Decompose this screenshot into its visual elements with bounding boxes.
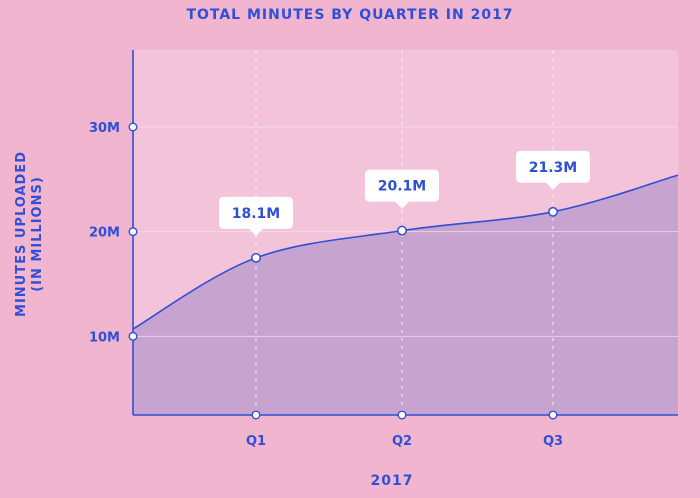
y-tick-label: 20M xyxy=(89,226,120,241)
x-tick-marker xyxy=(548,410,558,420)
x-axis-label: 2017 xyxy=(370,473,414,489)
value-callout xyxy=(365,169,439,209)
chart-title: TOTAL MINUTES BY QUARTER IN 2017 xyxy=(186,7,514,23)
data-label: 18.1M xyxy=(232,206,280,222)
value-callout xyxy=(516,150,590,190)
data-label: 20.1M xyxy=(378,179,426,195)
value-callout xyxy=(219,196,293,236)
y-tick-marker xyxy=(128,227,138,237)
area-fill xyxy=(133,175,678,415)
y-tick-label: 10M xyxy=(89,330,120,345)
x-tick-label: Q3 xyxy=(543,434,563,449)
data-point xyxy=(397,225,407,236)
data-point xyxy=(251,252,261,263)
x-tick-label: Q1 xyxy=(246,434,266,449)
x-tick-marker xyxy=(397,410,407,420)
y-tick-marker xyxy=(128,331,138,341)
data-label: 21.3M xyxy=(529,160,577,176)
data-point xyxy=(548,206,558,217)
x-tick-marker xyxy=(251,410,261,420)
y-tick-marker xyxy=(128,122,138,132)
y-tick-label: 30M xyxy=(89,121,120,136)
x-tick-label: Q2 xyxy=(392,434,412,449)
